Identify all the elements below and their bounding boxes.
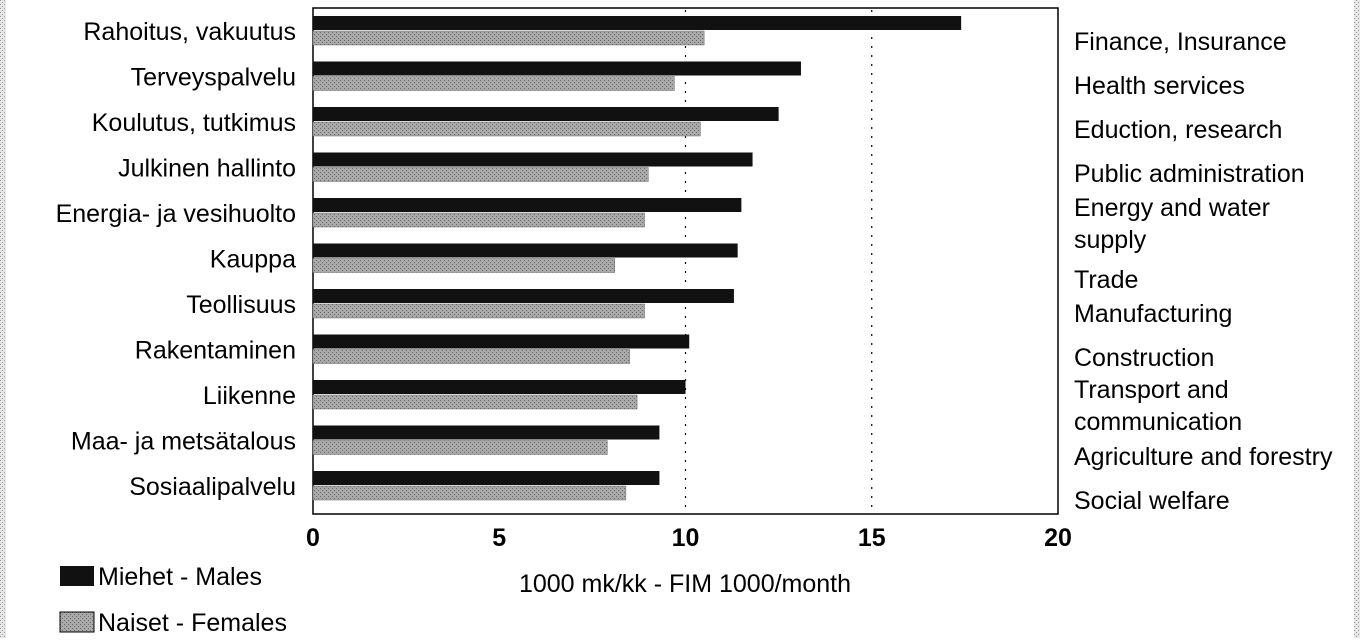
legend-label-males: Miehet - Males bbox=[98, 563, 262, 591]
category-label-en-line: Transport and bbox=[1074, 376, 1229, 404]
category-label-en-line: communication bbox=[1074, 408, 1242, 436]
x-tick-label: 0 bbox=[306, 524, 320, 552]
category-label-en: Social welfare bbox=[1074, 487, 1230, 515]
bar-females bbox=[312, 212, 645, 228]
category-label-fi: Terveyspalvelu bbox=[131, 64, 296, 92]
category-label-fi: Kauppa bbox=[210, 246, 296, 274]
bar-males bbox=[313, 471, 660, 485]
bar-females bbox=[312, 349, 630, 364]
bar-females bbox=[312, 30, 705, 46]
bar-males bbox=[313, 334, 690, 349]
x-tick-label: 20 bbox=[1044, 524, 1072, 552]
x-tick-label: 10 bbox=[672, 524, 700, 552]
category-label-en: Finance, Insurance bbox=[1074, 28, 1287, 56]
bar-females bbox=[312, 121, 701, 137]
bar-males bbox=[313, 289, 734, 303]
category-label-fi: Rakentaminen bbox=[135, 337, 296, 365]
page-edge-right bbox=[1354, 0, 1360, 638]
bar-females bbox=[312, 167, 649, 182]
bar-males bbox=[313, 380, 686, 394]
bar-males bbox=[313, 243, 738, 258]
category-label-fi: Koulutus, tutkimus bbox=[92, 109, 296, 137]
category-label-fi: Energia- ja vesihuolto bbox=[56, 200, 296, 228]
category-label-en: Agriculture and forestry bbox=[1074, 443, 1333, 471]
category-label-en: Transport and communication bbox=[1074, 376, 1242, 436]
category-label-fi: Rahoitus, vakuutus bbox=[83, 18, 296, 46]
x-axis-label: 1000 mk/kk - FIM 1000/month bbox=[519, 570, 851, 598]
category-label-fi: Liikenne bbox=[203, 382, 296, 410]
bar-females bbox=[312, 485, 627, 501]
legend-label-females: Naiset - Females bbox=[98, 609, 287, 637]
category-label-en: Health services bbox=[1074, 72, 1245, 100]
legend-swatch-males bbox=[60, 566, 94, 586]
bar-males bbox=[313, 198, 742, 212]
bar-males bbox=[313, 61, 801, 76]
category-label-en-line: Energy and water bbox=[1074, 194, 1270, 222]
category-label-en: Construction bbox=[1074, 344, 1214, 372]
category-label-en: Public administration bbox=[1074, 160, 1305, 188]
bar-females bbox=[312, 440, 608, 455]
bar-females bbox=[312, 76, 675, 91]
category-label-en: Energy and water supply bbox=[1074, 194, 1270, 254]
x-tick-label: 5 bbox=[492, 524, 506, 552]
bar-males bbox=[313, 425, 660, 440]
category-label-en: Manufacturing bbox=[1074, 300, 1232, 328]
category-label-en: Eduction, research bbox=[1074, 116, 1282, 144]
bar-females bbox=[312, 258, 615, 273]
page-edge-left bbox=[0, 0, 6, 638]
category-label-fi: Sosiaalipalvelu bbox=[129, 473, 296, 501]
category-label-fi: Julkinen hallinto bbox=[118, 155, 296, 183]
bar-males bbox=[313, 107, 779, 121]
legend-swatch-females bbox=[59, 611, 95, 633]
category-label-en-line: supply bbox=[1074, 226, 1147, 254]
x-tick-label: 15 bbox=[858, 524, 886, 552]
bar-males bbox=[313, 16, 962, 30]
category-label-fi: Teollisuus bbox=[186, 291, 296, 319]
bar-females bbox=[312, 394, 638, 410]
bar-males bbox=[313, 152, 753, 167]
category-label-en: Trade bbox=[1074, 266, 1138, 294]
category-label-fi: Maa- ja metsätalous bbox=[71, 428, 296, 456]
bar-females bbox=[312, 303, 645, 319]
